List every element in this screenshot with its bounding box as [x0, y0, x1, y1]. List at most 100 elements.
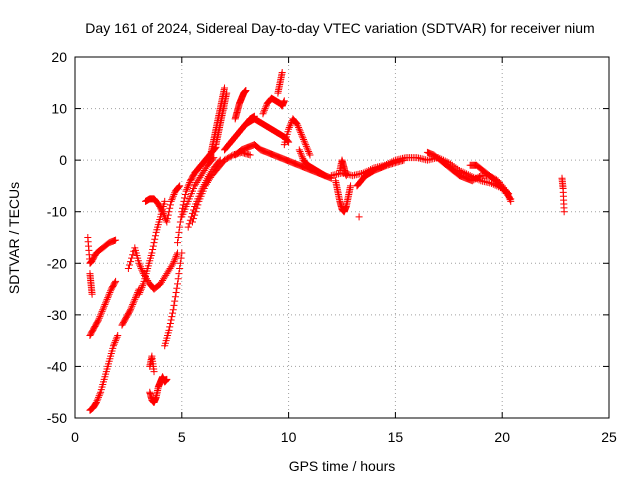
data-point [98, 307, 106, 315]
data-point [183, 184, 191, 192]
data-point [166, 201, 174, 209]
data-point [139, 268, 147, 276]
data-point [102, 299, 110, 307]
y-tick-label: -20 [47, 255, 67, 271]
series-track-6 [124, 244, 182, 293]
data-point [226, 153, 234, 161]
data-point [221, 156, 229, 164]
data-point [166, 204, 174, 212]
data-point [168, 261, 176, 269]
data-point [131, 295, 139, 303]
data-point [107, 287, 115, 295]
data-point [112, 335, 120, 343]
data-point [129, 301, 137, 309]
series-track-23 [231, 141, 335, 182]
data-point [295, 125, 303, 133]
data-point [182, 187, 190, 195]
data-point [170, 191, 178, 199]
data-point [400, 156, 408, 164]
data-point [102, 297, 110, 305]
data-point [176, 264, 184, 272]
data-point [194, 201, 202, 209]
data-point [159, 209, 167, 217]
data-point [97, 311, 105, 319]
data-point [169, 192, 177, 200]
data-point [168, 196, 176, 204]
series-track-9 [146, 373, 171, 407]
data-point [136, 261, 144, 269]
data-point [169, 194, 177, 202]
data-point [132, 292, 140, 300]
data-point [125, 261, 133, 269]
data-point [95, 392, 103, 400]
series-track-22 [274, 68, 286, 97]
data-point [172, 252, 180, 260]
series-track-13 [178, 154, 218, 221]
data-point [137, 285, 145, 293]
data-point [280, 97, 288, 105]
data-point [137, 263, 145, 271]
data-point [169, 306, 177, 314]
data-point [92, 399, 100, 407]
data-point [103, 295, 111, 303]
data-point [261, 105, 269, 113]
data-point [106, 289, 114, 297]
data-point [186, 178, 194, 186]
data-point [161, 213, 169, 221]
data-point [175, 270, 183, 278]
series-track-21 [259, 94, 288, 118]
data-point [306, 151, 314, 159]
data-point [184, 223, 192, 231]
data-point [190, 215, 198, 223]
data-point [100, 302, 108, 310]
data-point [137, 264, 145, 272]
data-point [95, 314, 103, 322]
series-track-7 [135, 197, 169, 298]
data-point [94, 393, 102, 401]
series-track-25 [295, 146, 329, 180]
data-point [137, 287, 145, 295]
data-point [228, 152, 236, 160]
data-point [297, 151, 305, 159]
data-point [505, 190, 513, 198]
data-point [164, 211, 172, 219]
data-point [170, 258, 178, 266]
data-point [129, 299, 137, 307]
data-point [174, 184, 182, 192]
data-point [130, 297, 138, 305]
data-point [171, 293, 179, 301]
data-point [506, 196, 514, 204]
data-point [191, 211, 199, 219]
data-point [183, 185, 191, 193]
data-point [185, 180, 193, 188]
data-point [128, 302, 136, 310]
series-track-5 [118, 285, 143, 329]
data-point [184, 182, 192, 190]
data-point [167, 197, 175, 205]
data-point [124, 264, 132, 272]
data-point [175, 183, 183, 191]
data-point [104, 294, 112, 302]
data-point [104, 292, 112, 300]
data-point [127, 304, 135, 312]
data-point [166, 323, 174, 331]
data-point [138, 283, 146, 291]
data-point [110, 340, 118, 348]
data-point [164, 215, 172, 223]
y-tick-label: -40 [47, 358, 67, 374]
data-point [176, 259, 184, 267]
series-track-3 [84, 234, 120, 267]
data-point [105, 290, 113, 298]
data-point [470, 176, 478, 184]
data-point [135, 290, 143, 298]
data-point [94, 316, 102, 324]
series-track-24 [280, 115, 314, 159]
data-point [355, 213, 363, 221]
y-tick-label: -30 [47, 307, 67, 323]
data-point [262, 103, 270, 111]
data-point [504, 189, 512, 197]
data-point [285, 125, 293, 133]
data-point [161, 197, 169, 205]
data-point [111, 279, 119, 287]
data-point [223, 154, 231, 162]
